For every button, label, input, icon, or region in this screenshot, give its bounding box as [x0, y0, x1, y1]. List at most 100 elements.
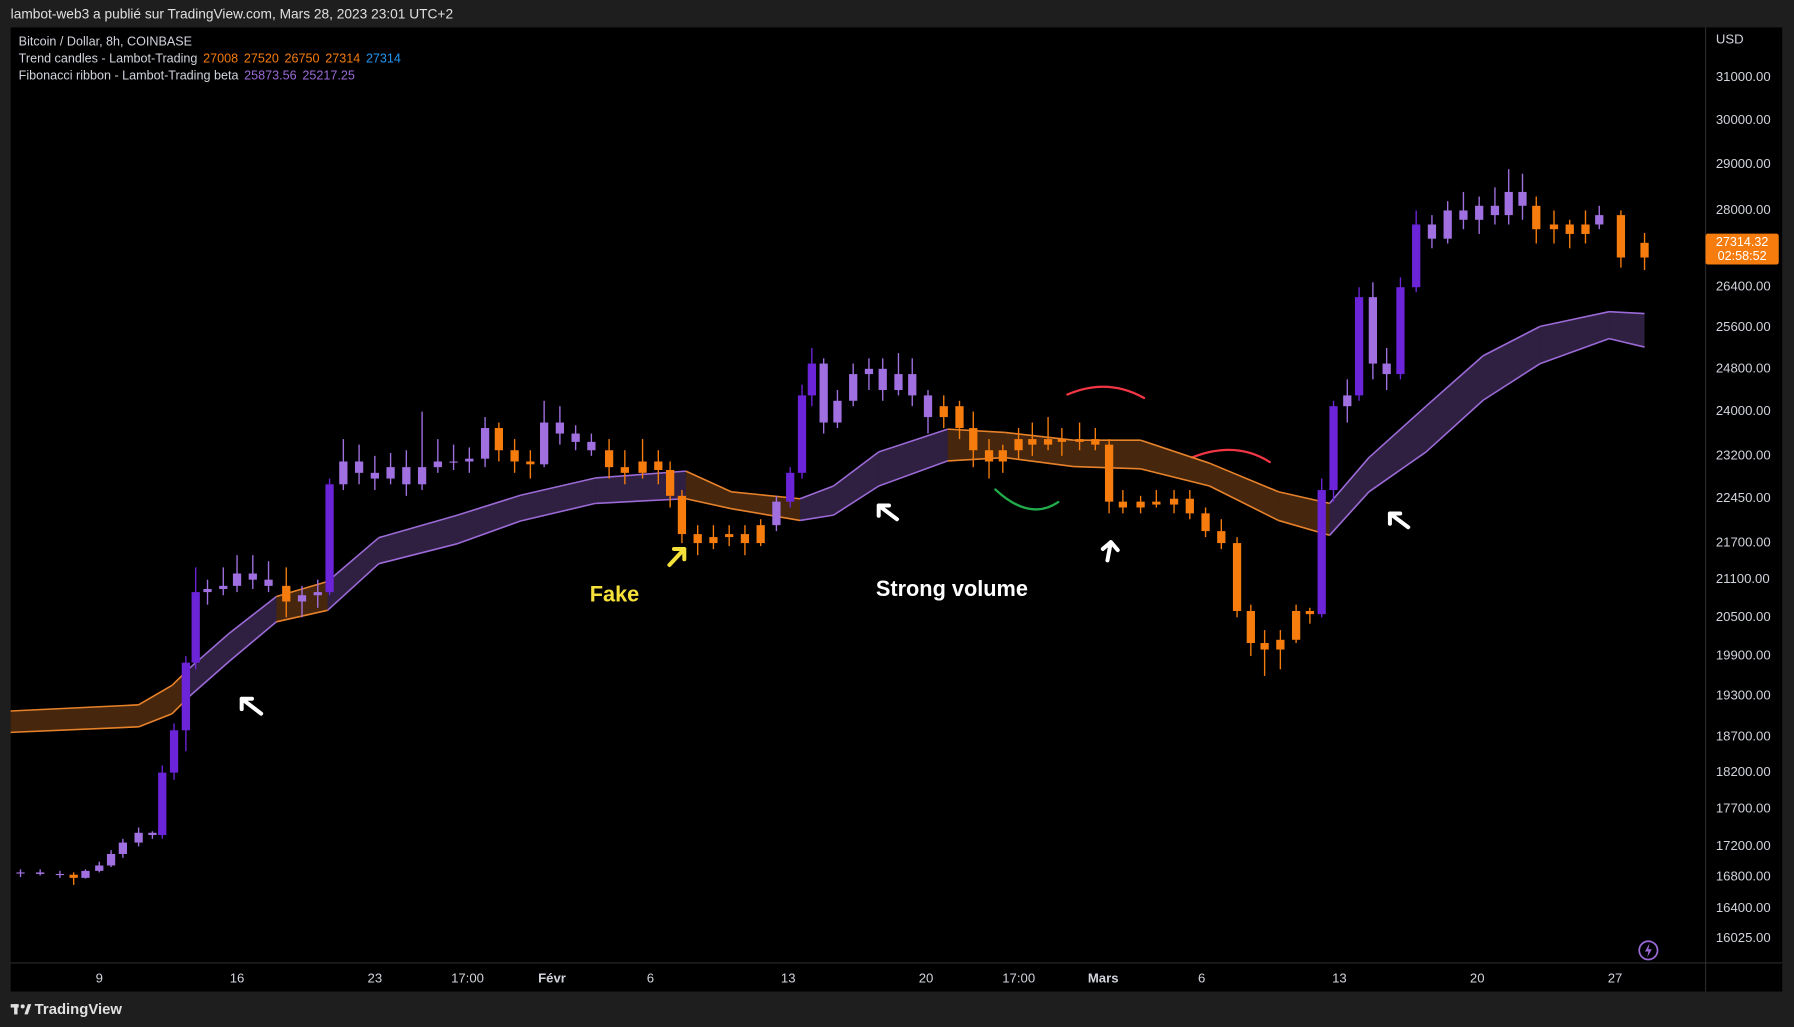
annotation: Strong volume [876, 576, 1028, 601]
x-tick-label: 27 [1608, 970, 1623, 985]
candle-body [465, 458, 474, 462]
arrow [239, 696, 264, 716]
x-tick-label: 9 [96, 970, 103, 985]
ribbon-edge [138, 684, 173, 706]
legend-item: 26750 [285, 52, 320, 66]
y-tick-label: 30000.00 [1716, 112, 1771, 127]
candle-body [158, 772, 167, 836]
ribbon-fill [1426, 355, 1484, 452]
y-tick-label: 17200.00 [1716, 838, 1771, 853]
candle-body [1305, 610, 1315, 615]
ribbon-edge [520, 477, 596, 497]
candle-body [449, 461, 458, 463]
ribbon-edge [1209, 485, 1279, 522]
candle-body [264, 579, 273, 586]
y-tick-label: 20500.00 [1716, 609, 1771, 624]
candle-body [740, 534, 750, 544]
y-tick-label: 25600.00 [1716, 319, 1771, 334]
legend-item: 25217.25 [302, 69, 354, 83]
candle-body [433, 461, 442, 468]
arrow [876, 503, 900, 522]
candle-body [248, 573, 257, 580]
footer-brand: TradingView [35, 1002, 123, 1018]
candle-body [1504, 191, 1513, 216]
candle-body [325, 484, 334, 593]
candle-body [181, 662, 191, 731]
candle-body [1475, 205, 1484, 220]
candle-body [1343, 395, 1352, 407]
candle-body [386, 467, 395, 479]
candle-body [339, 461, 348, 485]
x-tick-label: 6 [647, 970, 654, 985]
candle-body [313, 592, 322, 596]
candle-body [69, 874, 78, 878]
legend-line: Bitcoin / Dollar, 8h, COINBASE [19, 35, 192, 49]
ribbon-edge [685, 470, 732, 493]
ribbon-edge [1482, 325, 1541, 357]
ribbon-edge [878, 460, 948, 487]
candle-body [81, 870, 90, 878]
candle-body [1057, 439, 1066, 442]
alert-icon[interactable] [1638, 940, 1659, 961]
chart-pane [10, 27, 1783, 992]
candle-body [203, 588, 212, 593]
candle-body [1276, 639, 1285, 650]
candle-body [1232, 543, 1242, 611]
candle-body [555, 422, 565, 434]
candle-body [106, 853, 116, 866]
candle-body [95, 865, 104, 871]
ribbon-fill [800, 486, 834, 521]
candle-body [1354, 297, 1364, 396]
candle-body [864, 368, 874, 375]
ribbon-edge [10, 726, 139, 734]
candle-body [786, 472, 795, 502]
legend-item: Trend candles - Lambot-Trading [19, 52, 198, 66]
ribbon-fill [1329, 457, 1369, 536]
ribbon-edge [457, 520, 521, 545]
legend-line: Trend candles - Lambot-Trading 27008 27520… [19, 52, 401, 66]
y-tick-label: 29000.00 [1716, 156, 1771, 171]
candles [16, 169, 1649, 885]
candle-body [36, 872, 45, 874]
ribbon-edge [1540, 310, 1610, 328]
ribbon-edge [327, 537, 380, 583]
candle-body [1043, 439, 1053, 445]
ribbon-edge [1482, 362, 1541, 401]
ribbon-edge [1328, 457, 1370, 504]
candle-body [1565, 224, 1574, 234]
x-tick-label: 20 [919, 970, 934, 985]
ribbon-edge [1140, 439, 1210, 464]
candle-body [297, 595, 307, 602]
ribbon-edge [731, 507, 801, 522]
candle-body [510, 450, 519, 462]
candle-body [1443, 210, 1452, 239]
fibonacci-ribbon [10, 310, 1645, 734]
legend-item: Fibonacci ribbon - Lambot-Trading beta [19, 69, 239, 83]
candle-body [169, 730, 179, 773]
ribbon-edge [833, 451, 880, 487]
candle-body [118, 842, 128, 854]
annotation-marks [239, 385, 1411, 716]
y-tick-label: 19900.00 [1716, 648, 1771, 663]
candle-body [1329, 406, 1338, 491]
ribbon-edge [228, 595, 277, 634]
y-tick-label: 22450.00 [1716, 490, 1771, 505]
ribbon-edge [833, 485, 880, 516]
legend-item: Bitcoin / Dollar, 8h, COINBASE [19, 35, 192, 49]
candle-body [232, 573, 242, 586]
ribbon-edge [1004, 456, 1074, 468]
candle-body [191, 592, 200, 663]
candle-body [1075, 439, 1084, 442]
ribbon-edge [685, 497, 732, 510]
candle-body [939, 406, 948, 418]
candle-body [1104, 444, 1114, 502]
arrow [1387, 511, 1411, 530]
candle-body [282, 585, 291, 602]
candle-body [1368, 297, 1378, 364]
candle-body [725, 534, 734, 538]
candle-body [134, 832, 143, 843]
x-tick-label: 6 [1198, 970, 1205, 985]
candle-body [1412, 224, 1421, 288]
candle-body [480, 428, 490, 459]
candle-body [665, 469, 675, 496]
